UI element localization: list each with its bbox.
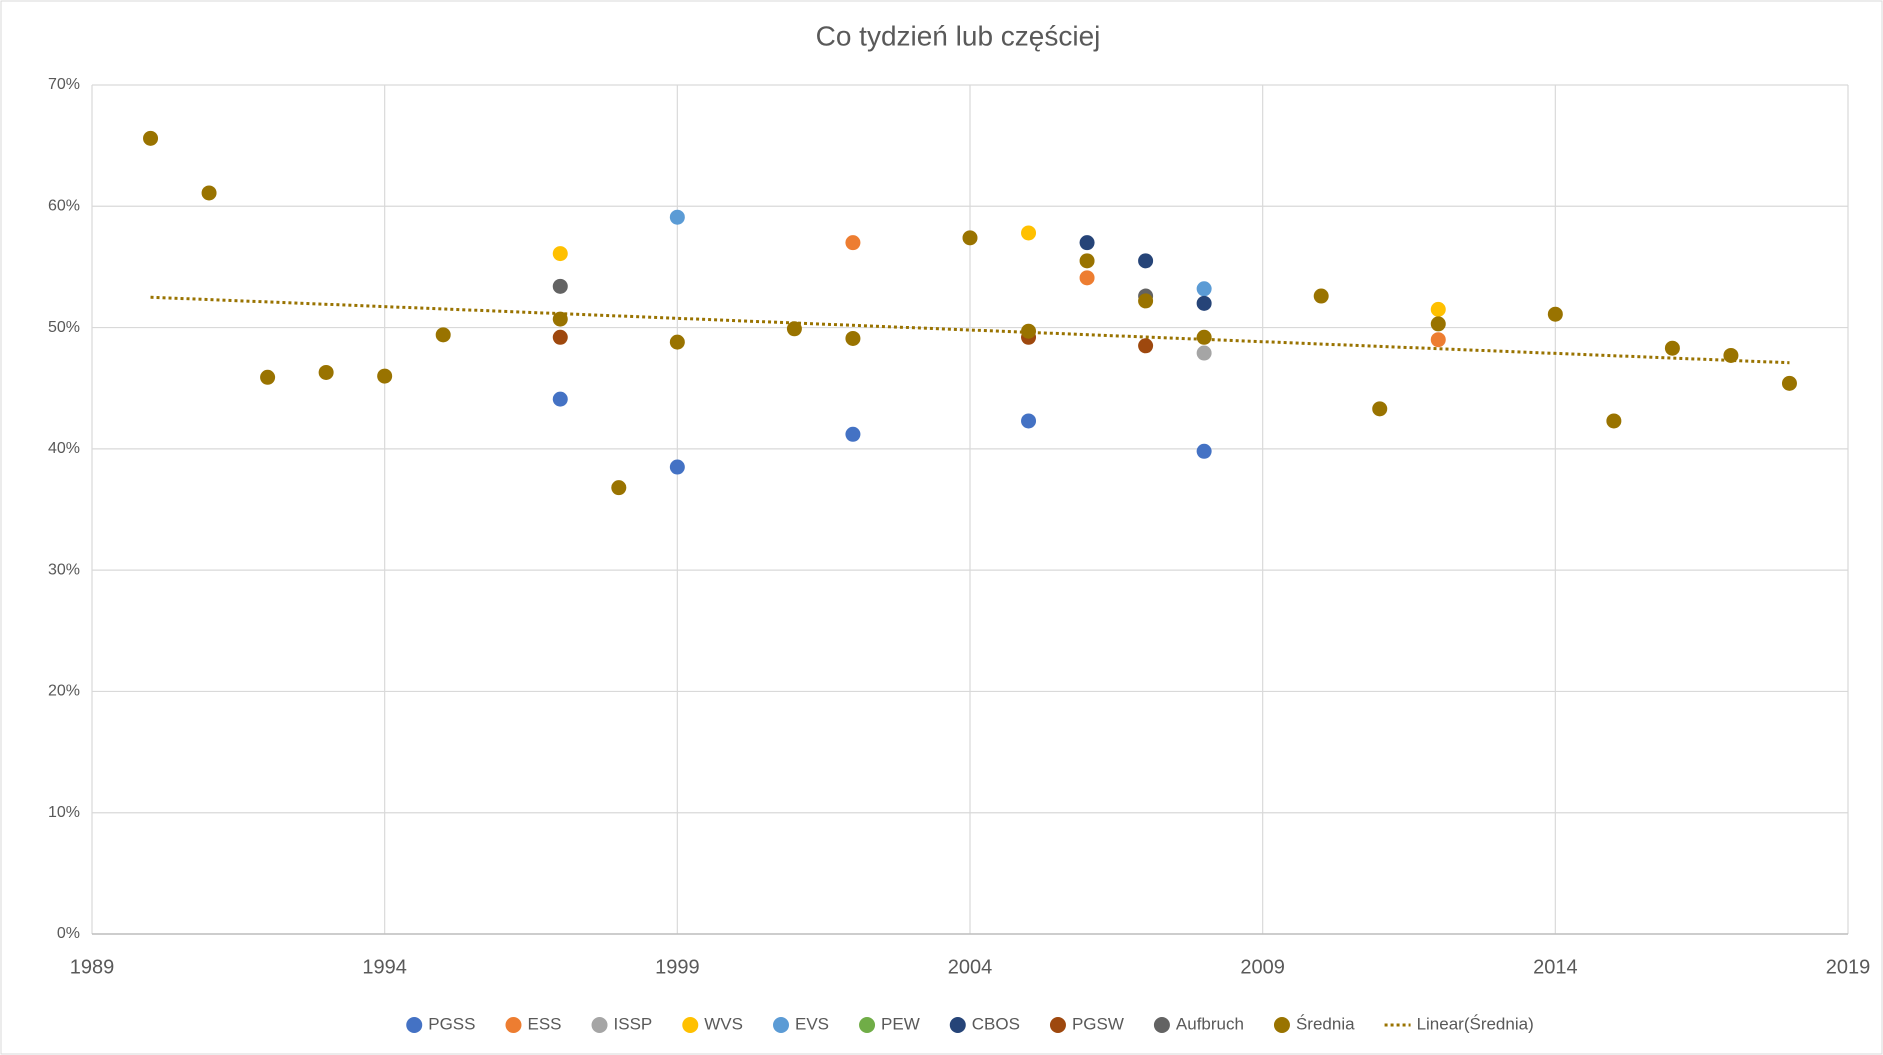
- x-tick-label: 1999: [655, 956, 700, 978]
- point: [1606, 413, 1622, 429]
- y-tick-label: 20%: [48, 683, 80, 700]
- point: [1196, 281, 1212, 297]
- point: [669, 459, 685, 475]
- y-tick-label: 50%: [48, 319, 80, 336]
- point: [201, 185, 217, 201]
- legend-label: ESS: [527, 1014, 561, 1033]
- y-tick-label: 60%: [48, 198, 80, 215]
- legend-marker: [949, 1017, 966, 1033]
- point: [1547, 306, 1563, 322]
- y-tick-label: 40%: [48, 440, 80, 457]
- point: [552, 391, 568, 407]
- legend-marker: [1049, 1017, 1066, 1033]
- point: [1079, 270, 1095, 286]
- point: [962, 230, 978, 246]
- point: [611, 480, 627, 496]
- point: [669, 334, 685, 350]
- point: [1430, 316, 1446, 332]
- point: [377, 368, 393, 384]
- x-tick-label: 2004: [948, 956, 993, 978]
- point: [1781, 375, 1797, 391]
- point: [552, 329, 568, 345]
- legend-label: Średnia: [1296, 1014, 1355, 1033]
- point: [1430, 301, 1446, 317]
- point: [552, 311, 568, 327]
- point: [845, 426, 861, 442]
- y-tick-label: 0%: [57, 925, 80, 942]
- legend-marker: [859, 1017, 876, 1033]
- point: [552, 278, 568, 294]
- x-tick-label: 2014: [1533, 956, 1578, 978]
- point: [1196, 345, 1212, 361]
- point: [1079, 253, 1095, 269]
- point: [786, 321, 802, 337]
- point: [1021, 225, 1037, 241]
- legend-label: ISSP: [614, 1014, 653, 1033]
- legend-label: Aufbruch: [1176, 1014, 1244, 1033]
- y-tick-label: 70%: [48, 76, 80, 93]
- point: [669, 209, 685, 225]
- legend-marker: [591, 1017, 608, 1033]
- point: [845, 235, 861, 251]
- legend-marker: [505, 1017, 522, 1033]
- point: [1372, 401, 1388, 417]
- x-tick-label: 1989: [70, 956, 115, 978]
- point: [1196, 329, 1212, 345]
- y-tick-label: 30%: [48, 561, 80, 578]
- legend-label: PGSW: [1072, 1014, 1124, 1033]
- legend-label: WVS: [704, 1014, 743, 1033]
- legend-marker: [682, 1017, 699, 1033]
- point: [552, 246, 568, 262]
- legend-marker: [1273, 1017, 1290, 1033]
- legend-marker: [773, 1017, 790, 1033]
- point: [1079, 235, 1095, 251]
- legend-marker: [406, 1017, 423, 1033]
- legend-label: CBOS: [972, 1014, 1020, 1033]
- point: [260, 369, 276, 385]
- point: [318, 364, 334, 380]
- legend-label: EVS: [795, 1014, 829, 1033]
- x-tick-label: 2009: [1240, 956, 1285, 978]
- point: [1313, 288, 1329, 304]
- x-tick-label: 1994: [362, 956, 407, 978]
- y-tick-label: 10%: [48, 804, 80, 821]
- point: [1196, 443, 1212, 459]
- point: [1196, 295, 1212, 311]
- legend-marker: [1153, 1017, 1170, 1033]
- legend-label: PEW: [881, 1014, 920, 1033]
- point: [143, 130, 159, 146]
- point: [1664, 340, 1680, 356]
- point: [1138, 293, 1154, 309]
- point: [1138, 253, 1154, 269]
- point: [435, 327, 451, 343]
- point: [1138, 338, 1154, 354]
- point: [1021, 413, 1037, 429]
- point: [1430, 332, 1446, 348]
- x-tick-label: 2019: [1826, 956, 1871, 978]
- legend-label: PGSS: [428, 1014, 475, 1033]
- point: [845, 330, 861, 346]
- legend-label: Linear(Średnia): [1417, 1014, 1534, 1033]
- chart-title: Co tydzień lub częściej: [816, 20, 1101, 51]
